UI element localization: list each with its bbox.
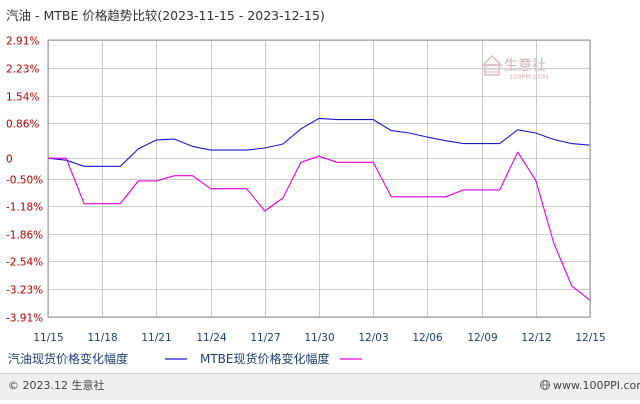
x-tick-label: 11/30 — [304, 332, 334, 344]
watermark-logo: 生意社 100PPI.COM — [481, 54, 549, 81]
x-tick-label: 11/24 — [196, 332, 227, 344]
legend-label-gasoline: 汽油现货价格变化幅度 — [8, 351, 128, 366]
y-tick-label: 1.54% — [6, 92, 39, 104]
footer-copyright: © 2023.12 生意社 — [8, 378, 104, 392]
series-line-mtbe — [48, 151, 591, 301]
y-axis-ticks: 2.91% 2.23% 1.54% 0.86% 0 -0.50% -1.18% -1.86% -… — [6, 36, 43, 325]
y-tick-label: 0.86% — [6, 119, 39, 131]
x-tick-label: 12/06 — [412, 332, 443, 344]
y-tick-label: -3.23% — [6, 285, 43, 297]
footer-globe-icon — [540, 380, 550, 390]
legend-label-mtbe: MTBE现货价格变化幅度 — [200, 351, 330, 366]
y-tick-label: 0 — [6, 154, 13, 166]
x-tick-label: 11/15 — [33, 332, 63, 344]
y-tick-label: -3.91% — [6, 313, 43, 325]
y-tick-label: -0.50% — [6, 175, 43, 187]
plot-border — [47, 39, 591, 318]
x-tick-label: 11/18 — [87, 332, 117, 344]
x-tick-label: 12/15 — [575, 332, 605, 344]
y-tick-label: -2.54% — [6, 257, 43, 269]
y-tick-label: -1.18% — [6, 202, 43, 214]
x-tick-label: 12/09 — [467, 332, 497, 344]
x-tick-label: 12/12 — [521, 332, 551, 344]
watermark-subtext: 100PPI.COM — [509, 73, 549, 81]
y-tick-label: -1.86% — [6, 230, 43, 242]
series-line-gasoline — [47, 117, 591, 167]
y-tick-label: 2.91% — [6, 36, 39, 48]
legend: 汽油现货价格变化幅度 MTBE现货价格变化幅度 — [8, 351, 362, 366]
x-axis-ticks: 11/15 11/18 11/21 11/24 11/27 11/30 12/03 12/06… — [33, 332, 605, 344]
chart-title: 汽油 - MTBE 价格趋势比较(2023-11-15 - 2023-12-15… — [6, 8, 325, 23]
footer-website: www.100PPI.com — [553, 379, 640, 392]
footer: © 2023.12 生意社 www.100PPI.com — [0, 373, 640, 400]
x-tick-label: 11/21 — [141, 332, 171, 344]
series-layer — [47, 117, 591, 301]
footer-bar — [0, 374, 640, 400]
watermark-text: 生意社 — [504, 57, 546, 74]
x-tick-label: 12/03 — [358, 332, 388, 344]
x-tick-label: 11/27 — [250, 332, 280, 344]
y-tick-label: 2.23% — [6, 64, 39, 76]
